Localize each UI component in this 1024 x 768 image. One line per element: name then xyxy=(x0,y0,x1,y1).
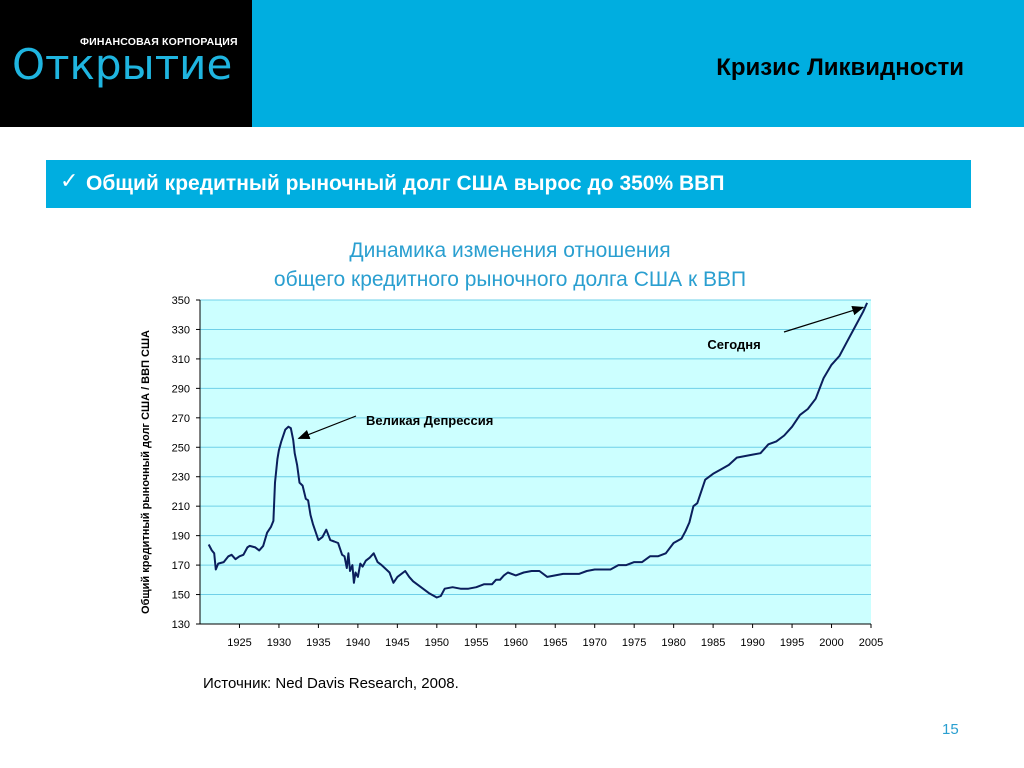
slide-title: Кризис Ликвидности xyxy=(716,54,964,81)
x-tick-label: 1985 xyxy=(701,637,725,649)
x-tick-label: 1930 xyxy=(267,637,291,649)
x-tick-label: 1950 xyxy=(425,637,449,649)
source-note: Источник: Ned Davis Research, 2008. xyxy=(203,675,459,692)
x-tick-label: 1940 xyxy=(346,637,370,649)
logo-subtitle: ФИНАНСОВАЯ КОРПОРАЦИЯ xyxy=(80,36,238,48)
y-tick-label: 270 xyxy=(172,413,190,425)
chart-title: Динамика изменения отношения общего кред… xyxy=(150,236,870,294)
y-axis-label: Общий кредитный рыночный долг США / ВВП … xyxy=(140,330,152,614)
y-tick-label: 150 xyxy=(172,590,190,602)
logo-name: Открытие xyxy=(12,40,233,89)
x-tick-label: 1935 xyxy=(306,637,330,649)
series-line xyxy=(207,302,869,599)
checkmark-icon: ✓ xyxy=(60,169,79,194)
y-tick-label: 310 xyxy=(172,354,190,366)
page-number: 15 xyxy=(942,721,959,738)
y-tick-label: 250 xyxy=(172,442,190,454)
company-logo: ФИНАНСОВАЯ КОРПОРАЦИЯ Открытие xyxy=(0,0,252,127)
y-tick-label: 210 xyxy=(172,501,190,513)
y-tick-label: 170 xyxy=(172,560,190,572)
x-tick-label: 1970 xyxy=(582,637,606,649)
annotation-arrow xyxy=(297,415,357,439)
x-tick-label: 1975 xyxy=(622,637,646,649)
y-tick-label: 230 xyxy=(172,472,190,484)
x-tick-label: 1925 xyxy=(227,637,251,649)
key-point-text: Общий кредитный рыночный долг США вырос … xyxy=(86,172,725,195)
x-tick-label: 2000 xyxy=(819,637,843,649)
key-point-bar: ✓ Общий кредитный рыночный долг США выро… xyxy=(46,160,971,208)
x-tick-label: 1990 xyxy=(740,637,764,649)
x-tick-label: 1995 xyxy=(780,637,804,649)
chart-title-line2: общего кредитного рыночного долга США к … xyxy=(273,268,747,291)
x-tick-label: 1980 xyxy=(661,637,685,649)
annotation-label: Сегодня xyxy=(707,337,760,352)
chart-title-line1: Динамика изменения отношения xyxy=(349,239,671,262)
annotation-label: Великая Депрессия xyxy=(366,413,493,428)
y-tick-label: 350 xyxy=(172,295,190,307)
x-tick-label: 1945 xyxy=(385,637,409,649)
y-tick-label: 190 xyxy=(172,531,190,543)
x-tick-label: 2005 xyxy=(859,637,883,649)
header-bar: Кризис Ликвидности xyxy=(252,0,1024,127)
x-tick-label: 1965 xyxy=(543,637,567,649)
debt-to-gdp-chart: 130 150 170 190 210 230 250 270 290 310 330 350 1925… xyxy=(140,295,883,649)
annotation-arrow xyxy=(783,305,865,333)
y-tick-label: 130 xyxy=(172,619,190,631)
plot-area xyxy=(200,300,871,624)
x-tick-label: 1960 xyxy=(504,637,528,649)
y-tick-label: 290 xyxy=(172,383,190,395)
x-tick-label: 1955 xyxy=(464,637,488,649)
y-tick-label: 330 xyxy=(172,324,190,336)
